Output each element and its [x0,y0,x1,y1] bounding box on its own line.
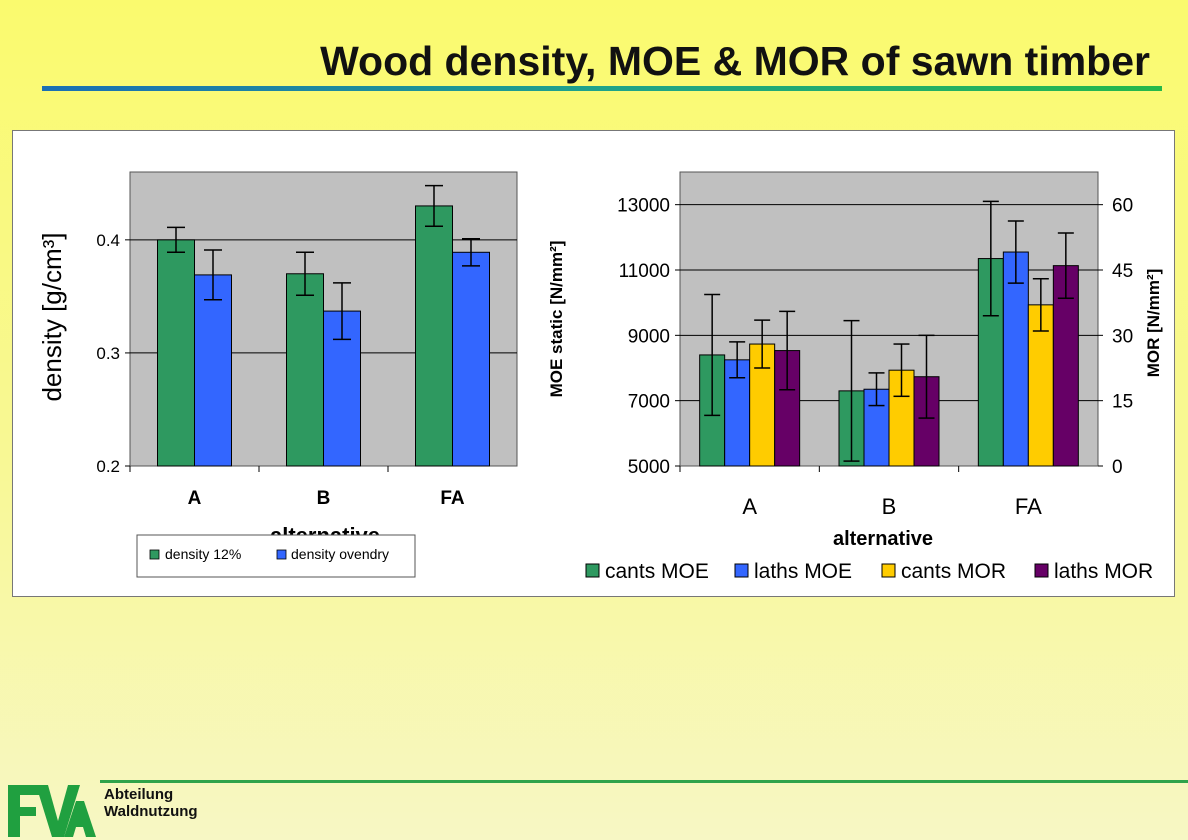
legend-swatch-density-12 [149,549,160,560]
department-line-2: Waldnutzung [104,803,198,820]
density-xtick-label: B [317,488,331,509]
mor-ytick-label: 45 [1112,261,1133,282]
moe-mor-error-bar [1057,232,1074,300]
density-error-bar [462,237,480,267]
density-xtick-label: A [188,488,202,509]
moe-mor-xtick-label: B [882,494,897,519]
moe-mor-error-bar [729,341,746,379]
moe-mor-error-bar [918,334,935,419]
moe-mor-error-bar [779,310,796,391]
moe-mor-legend-label: laths MOR [1054,560,1153,583]
moe-mor-error-bar [704,293,721,417]
moe-mor-xtick-label: FA [1015,494,1042,519]
density-ytick-label: 0.4 [96,231,120,250]
density-bar [452,251,490,467]
density-bar [194,274,232,467]
density-legend: density 12% density ovendry [136,534,416,578]
fva-logo [8,785,96,837]
moe-mor-error-bar [1032,277,1049,332]
density-ytick-label: 0.3 [96,344,120,363]
mor-ytick-label: 60 [1112,196,1133,217]
legend-label-density-ovendry: density ovendry [291,546,389,562]
moe-mor-legend-label: laths MOE [754,560,852,583]
title-divider [42,86,1162,91]
legend-label-density-12: density 12% [165,546,241,562]
moe-mor-error-bar [982,200,999,317]
density-bar [157,239,195,467]
charts-svg: 0.2 0.3 0.4 A B FA density [g/cm³] alternati… [37,171,1163,583]
moe-mor-legend-swatch [881,563,896,578]
density-ytick-label: 0.2 [96,457,120,476]
footer-divider [100,780,1188,783]
moe-ytick-label: 9000 [628,326,670,347]
moe-ytick-label: 11000 [619,261,670,282]
moe-mor-error-bar [868,372,885,407]
moe-ytick-label: 7000 [628,392,670,413]
mor-ytick-label: 0 [1112,457,1123,478]
moe-mor-legend-label: cants MOE [605,560,709,583]
moe-mor-legend-swatch [585,563,600,578]
legend-swatch-density-ovendry [276,549,287,560]
moe-ytick-label: 13000 [617,196,670,217]
moe-mor-bar [1002,251,1029,467]
moe-mor-legend-swatch [1034,563,1049,578]
moe-ylabel: MOE static [N/mm²] [547,241,566,398]
density-error-bar [296,251,314,297]
density-ylabel: density [g/cm³] [37,232,67,401]
density-error-bar [204,249,222,301]
moe-mor-legend-label: cants MOR [901,560,1006,583]
page-title: Wood density, MOE & MOR of sawn timber [320,38,1150,84]
density-error-bar [167,226,185,254]
moe-mor-xtick-label: A [742,494,757,519]
mor-ytick-label: 15 [1112,392,1133,413]
moe-mor-legend-swatch [734,563,749,578]
mor-ylabel: MOR [N/mm²] [1144,269,1163,378]
moe-mor-error-bar [754,319,771,369]
moe-mor-error-bar [843,319,860,462]
density-bar [286,273,324,467]
chart-panel: 0.2 0.3 0.4 A B FA density [g/cm³] alternati… [12,130,1175,597]
department-line-1: Abteilung [104,786,174,803]
department-name: Abteilung Waldnutzung [104,786,198,820]
moe-ytick-label: 5000 [628,457,670,478]
moe-mor-chart: 5000 7000 9000 11000 13000 0 15 30 45 60 A B FA MO… [547,171,1163,583]
moe-mor-legend: cants MOE laths MOE cants MOR laths MOR [585,560,1153,583]
density-bar [415,205,453,467]
moe-mor-error-bar [893,343,910,398]
density-error-bar [333,282,351,341]
moe-mor-error-bar [1007,220,1024,284]
moe-mor-xlabel: alternative [833,528,933,550]
density-error-bar [425,184,443,228]
density-xtick-label: FA [440,488,465,509]
mor-ytick-label: 30 [1112,326,1133,347]
